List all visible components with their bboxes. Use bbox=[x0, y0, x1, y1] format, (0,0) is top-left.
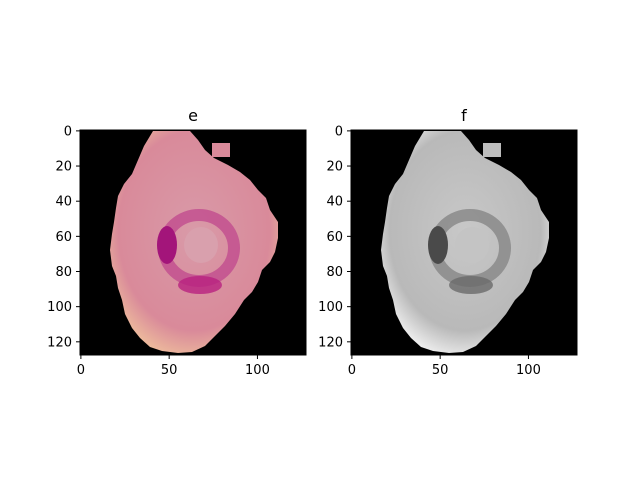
nucleus-spot bbox=[428, 226, 448, 264]
y-tick-label: 100 bbox=[47, 300, 72, 315]
x-tick-label: 0 bbox=[77, 363, 85, 378]
axes-frame bbox=[350, 129, 578, 356]
axes-e: 0 50 100 0 20 40 60 80 100 120 e bbox=[47, 106, 307, 378]
nucleus-spot bbox=[157, 226, 177, 264]
y-tick-label: 60 bbox=[326, 230, 343, 245]
y-tick-label: 20 bbox=[55, 160, 72, 175]
y-tick-label: 40 bbox=[55, 195, 72, 210]
y-tick-label: 60 bbox=[55, 230, 72, 245]
y-tick-label: 80 bbox=[55, 265, 72, 280]
x-tick-label: 100 bbox=[516, 363, 541, 378]
y-tick-label: 0 bbox=[335, 124, 343, 139]
cell-fragment bbox=[212, 143, 230, 157]
y-tick-label: 100 bbox=[318, 300, 343, 315]
axes-f: 0 50 100 0 20 40 60 80 100 120 f bbox=[318, 106, 578, 378]
nucleus-lower bbox=[449, 276, 493, 294]
ring-center bbox=[455, 227, 489, 263]
y-tick-label: 0 bbox=[64, 124, 72, 139]
x-tick-label: 0 bbox=[348, 363, 356, 378]
cell-image-gray bbox=[381, 131, 549, 353]
panel-title: f bbox=[461, 106, 467, 125]
x-tick-label: 50 bbox=[432, 363, 449, 378]
axes-frame bbox=[79, 129, 307, 356]
x-tick-label: 100 bbox=[245, 363, 270, 378]
y-tick-label: 20 bbox=[326, 160, 343, 175]
y-tick-label: 120 bbox=[47, 335, 72, 350]
panel-e bbox=[80, 130, 306, 355]
y-tick-label: 80 bbox=[326, 265, 343, 280]
ring-center bbox=[184, 227, 218, 263]
cell-fragment bbox=[483, 143, 501, 157]
panel-f bbox=[351, 130, 577, 355]
panel-title: e bbox=[188, 106, 198, 125]
x-tick-label: 50 bbox=[161, 363, 178, 378]
y-tick-label: 120 bbox=[318, 335, 343, 350]
cell-image-color bbox=[110, 131, 278, 353]
y-tick-label: 40 bbox=[326, 195, 343, 210]
nucleus-lower bbox=[178, 276, 222, 294]
